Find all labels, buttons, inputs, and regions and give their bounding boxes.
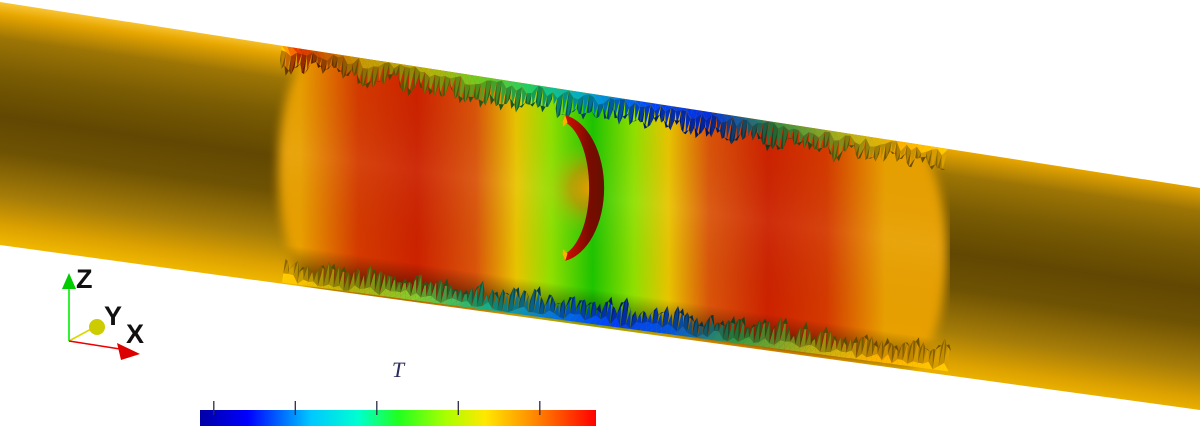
svg-text:Y: Y xyxy=(104,301,122,331)
svg-text:T: T xyxy=(392,357,406,382)
svg-text:Z: Z xyxy=(76,264,93,294)
svg-text:X: X xyxy=(126,319,144,349)
